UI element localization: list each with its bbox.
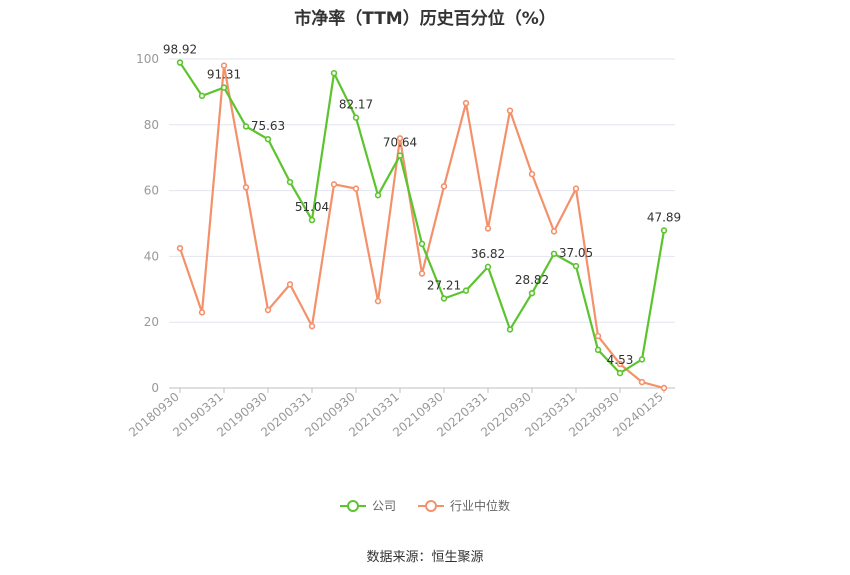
data-point-company[interactable] — [462, 287, 470, 294]
data-point-company[interactable] — [220, 84, 228, 91]
legend-label-industry-median: 行业中位数 — [450, 499, 511, 513]
data-point-company[interactable] — [660, 227, 668, 234]
data-point-industry-median[interactable] — [242, 184, 250, 191]
data-label: 70.64 — [383, 136, 417, 150]
data-point-industry-median[interactable] — [594, 332, 602, 340]
y-tick-label: 20 — [144, 315, 159, 329]
data-point-company[interactable] — [528, 289, 536, 297]
data-point-company[interactable] — [572, 262, 580, 270]
legend-item-industry-median[interactable]: 行业中位数 — [418, 497, 510, 514]
chart-title: 市净率（TTM）历史百分位（%） — [294, 9, 556, 29]
series-line-company — [179, 61, 666, 375]
data-point-industry-median[interactable] — [660, 384, 668, 392]
data-point-company[interactable] — [176, 59, 184, 66]
data-point-industry-median[interactable] — [330, 181, 338, 188]
data-point-industry-median[interactable] — [176, 244, 184, 252]
legend-swatch-industry-median — [418, 499, 444, 513]
data-label: 36.82 — [471, 247, 505, 261]
series-line-industry-median — [178, 64, 665, 390]
data-label: 4.53 — [607, 353, 634, 367]
data-point-company[interactable] — [440, 295, 448, 302]
data-point-company[interactable] — [286, 178, 294, 186]
series-lines — [178, 61, 666, 390]
data-point-industry-median[interactable] — [616, 360, 624, 368]
data-point-industry-median[interactable] — [220, 62, 228, 69]
y-tick-label: 60 — [144, 184, 159, 198]
data-point-industry-median[interactable] — [440, 183, 448, 190]
data-labels: 98.92 91.31 75.63 51.04 82.17 70.64 27.21 36.82… — [163, 43, 681, 368]
y-tick-label: 100 — [136, 52, 159, 66]
data-point-industry-median[interactable] — [198, 309, 206, 316]
data-point-company[interactable] — [352, 114, 360, 121]
data-point-company[interactable] — [506, 326, 514, 333]
data-point-company[interactable] — [616, 369, 624, 377]
data-point-company[interactable] — [484, 263, 492, 271]
legend: 公司 行业中位数 — [0, 497, 850, 514]
data-point-industry-median[interactable] — [374, 297, 382, 305]
data-point-company[interactable] — [396, 152, 404, 159]
data-point-industry-median[interactable] — [550, 228, 558, 235]
data-point-industry-median[interactable] — [484, 225, 492, 232]
source-note: 数据来源：恒生聚源 — [366, 550, 484, 565]
data-point-company[interactable] — [418, 240, 426, 248]
data-point-company[interactable] — [198, 92, 206, 100]
data-point-industry-median[interactable] — [286, 281, 294, 288]
y-tick-label: 40 — [144, 249, 159, 263]
data-point-industry-median[interactable] — [462, 99, 470, 107]
data-label: 27.21 — [427, 278, 461, 292]
y-tick-label: 0 — [151, 381, 159, 395]
data-label: 47.89 — [647, 210, 681, 224]
data-label: 91.31 — [207, 68, 241, 82]
data-point-industry-median[interactable] — [638, 378, 646, 386]
data-point-industry-median[interactable] — [528, 170, 536, 178]
data-point-company[interactable] — [330, 69, 338, 77]
data-points — [176, 59, 668, 392]
data-point-company[interactable] — [638, 356, 646, 363]
y-tick-label: 80 — [144, 118, 159, 132]
data-point-industry-median[interactable] — [572, 185, 580, 192]
data-point-company[interactable] — [374, 192, 382, 199]
data-point-industry-median[interactable] — [396, 135, 404, 142]
data-label: 28.82 — [515, 273, 549, 287]
data-point-industry-median[interactable] — [264, 306, 272, 314]
data-label: 98.92 — [163, 43, 197, 57]
data-point-company[interactable] — [594, 346, 602, 354]
data-point-industry-median[interactable] — [418, 270, 426, 277]
data-label: 75.63 — [251, 119, 285, 133]
legend-label-company: 公司 — [371, 499, 396, 513]
legend-swatch-company — [339, 499, 366, 513]
grid-lines — [169, 58, 675, 323]
data-point-industry-median[interactable] — [506, 107, 514, 114]
data-label: 82.17 — [339, 98, 373, 112]
legend-item-company[interactable]: 公司 — [339, 497, 396, 514]
data-point-industry-median[interactable] — [352, 185, 360, 192]
data-point-industry-median[interactable] — [308, 322, 316, 330]
data-label: 37.05 — [559, 246, 593, 260]
data-point-company[interactable] — [242, 123, 250, 130]
data-point-company[interactable] — [264, 135, 272, 143]
data-point-company[interactable] — [308, 216, 316, 224]
data-label: 51.04 — [295, 200, 329, 214]
data-point-company[interactable] — [550, 250, 558, 257]
